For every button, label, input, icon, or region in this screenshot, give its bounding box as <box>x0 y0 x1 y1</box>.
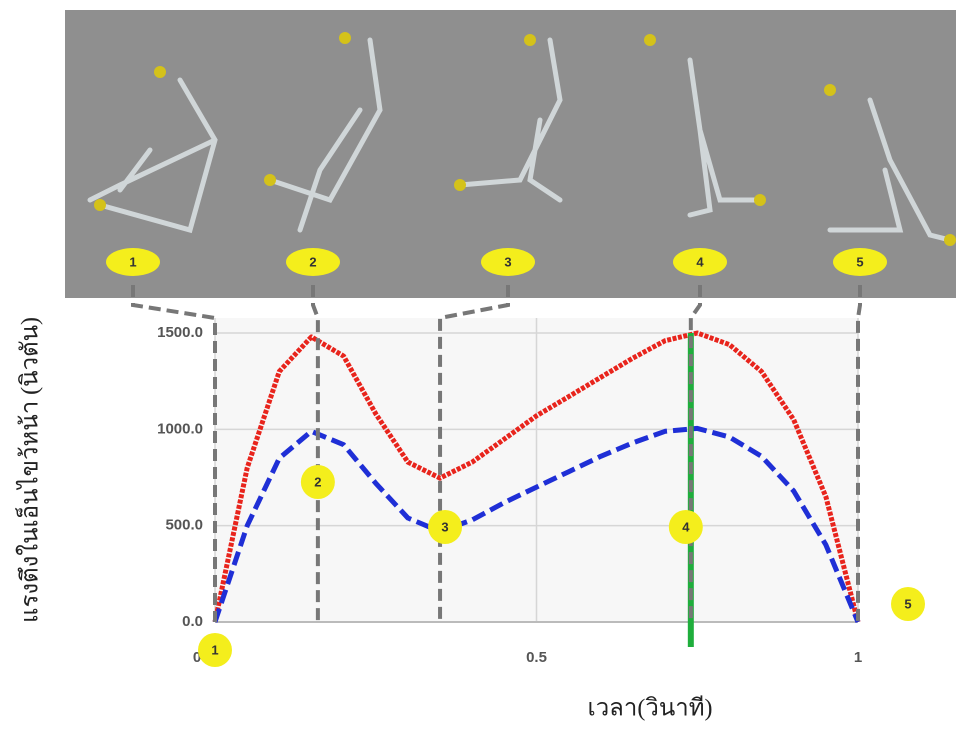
image-badge-label: 4 <box>696 254 704 269</box>
page: {"chart_data": {"type": "line", "y_label… <box>0 0 956 732</box>
image-badge-label: 2 <box>309 254 316 269</box>
chart-badge-label: 5 <box>904 596 911 611</box>
y-tick-label: 1000.0 <box>157 420 203 437</box>
y-tick-label: 500.0 <box>165 517 203 534</box>
y-tick-label: 0.0 <box>182 613 203 630</box>
chart: 1 2 3 4 5 แรงตึงในเอ็นไขว้หน้า (นิวตัน) เวลา… <box>0 0 956 727</box>
image-badge-label: 1 <box>129 254 136 269</box>
image-badge-label: 3 <box>504 254 511 269</box>
chart-badge-label: 1 <box>211 642 218 657</box>
x-tick-label: 0.5 <box>526 649 547 666</box>
x-tick-label: 1 <box>854 649 862 666</box>
chart-badge-label: 4 <box>682 519 690 534</box>
chart-badge-label: 3 <box>441 519 448 534</box>
y-axis-title: แรงตึงในเอ็นไขว้หน้า (นิวตัน) <box>15 317 44 623</box>
y-tick-label: 1500.0 <box>157 324 203 341</box>
chart-badge-label: 2 <box>314 474 321 489</box>
image-badge-label: 5 <box>856 254 863 269</box>
x-axis-title: เวลา(วินาที) <box>587 695 712 722</box>
